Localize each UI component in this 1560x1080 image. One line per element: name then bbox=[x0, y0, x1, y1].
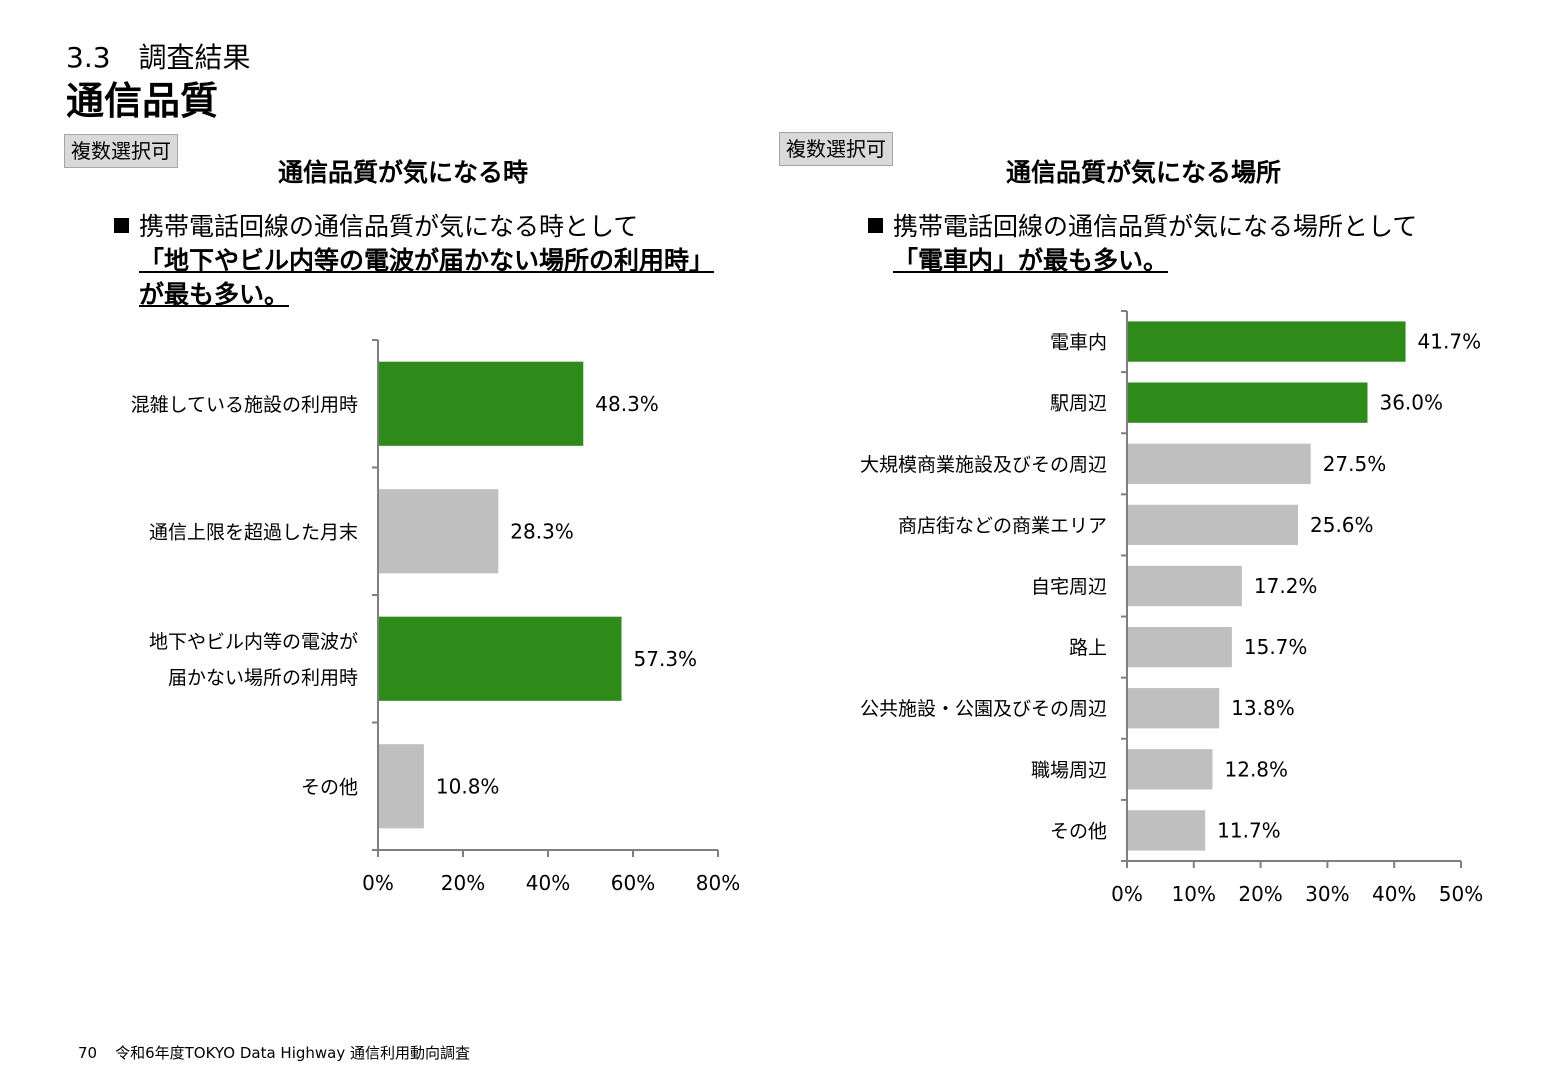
right-chart-data-label: 25.6% bbox=[1310, 513, 1374, 537]
right-chart-bar bbox=[1128, 504, 1299, 546]
left-chart-category-label: 届かない場所の利用時 bbox=[168, 667, 358, 689]
right-chart-bar bbox=[1128, 443, 1311, 484]
left-chart-category-label: 通信上限を超過した月末 bbox=[149, 521, 358, 543]
multiple-choice-badge-left: 複数選択可 bbox=[64, 134, 178, 168]
page-number: 70 bbox=[78, 1044, 98, 1062]
left-chart-bar bbox=[379, 361, 584, 446]
right-chart-category-label: 商店街などの商業エリア bbox=[898, 515, 1107, 537]
right-chart-data-label: 12.8% bbox=[1225, 757, 1289, 781]
right-summary-line1: 携帯電話回線の通信品質が気になる場所として bbox=[893, 212, 1418, 241]
footer-text: 令和6年度TOKYO Data Highway 通信利用動向調査 bbox=[115, 1044, 470, 1062]
right-summary-line2: 「電車内」が最も多い。 bbox=[893, 246, 1169, 275]
left-chart-data-label: 10.8% bbox=[436, 774, 500, 798]
right-chart-category-label: 大規模商業施設及びその周辺 bbox=[860, 454, 1107, 476]
right-chart-category-label: 駅周辺 bbox=[1050, 393, 1107, 415]
right-chart-bar bbox=[1128, 749, 1213, 790]
right-chart-category-label: 電車内 bbox=[1050, 332, 1107, 354]
right-chart-x-tick-label: 0% bbox=[1111, 882, 1143, 906]
right-chart-bar bbox=[1128, 382, 1368, 423]
right-chart-x-tick-label: 20% bbox=[1238, 882, 1282, 906]
right-chart-category-label: 自宅周辺 bbox=[1031, 576, 1107, 598]
right-chart-bar bbox=[1128, 565, 1242, 607]
right-chart-x-tick-label: 10% bbox=[1172, 882, 1216, 906]
footer: 70 令和6年度TOKYO Data Highway 通信利用動向調査 bbox=[78, 1043, 488, 1063]
left-chart-category-label: 混雑している施設の利用時 bbox=[131, 394, 358, 416]
left-chart-bar bbox=[379, 616, 622, 701]
right-chart-x-tick-label: 50% bbox=[1439, 882, 1483, 906]
right-chart-bar bbox=[1128, 321, 1406, 362]
right-chart-bar bbox=[1128, 626, 1232, 668]
right-chart-category-label: 路上 bbox=[1069, 637, 1107, 659]
left-bar-chart: 0% 20% 40% 60% 80% 48.3% 混雑している施設の利用時 28.3% 通信上限… bbox=[131, 339, 740, 895]
right-chart-bar bbox=[1128, 810, 1206, 851]
left-chart-data-label: 28.3% bbox=[510, 519, 574, 543]
right-chart-bar bbox=[1128, 688, 1220, 729]
multiple-choice-badge-right: 複数選択可 bbox=[779, 132, 893, 166]
right-chart-data-label: 36.0% bbox=[1379, 391, 1443, 415]
right-chart-title: 通信品質が気になる場所 bbox=[1006, 158, 1282, 187]
right-chart-category-label: その他 bbox=[1050, 820, 1107, 842]
left-chart-x-tick-label: 0% bbox=[362, 871, 394, 895]
right-chart-data-label: 11.7% bbox=[1217, 818, 1281, 842]
left-summary-line3: が最も多い。 bbox=[139, 280, 290, 309]
bullet-square-icon bbox=[114, 218, 129, 233]
left-chart-category-label: その他 bbox=[301, 776, 358, 798]
right-chart-category-label: 公共施設・公園及びその周辺 bbox=[860, 698, 1107, 720]
left-chart-bar bbox=[379, 744, 424, 829]
section-heading: 3.3 調査結果 bbox=[66, 41, 251, 74]
left-summary-line1: 携帯電話回線の通信品質が気になる時として bbox=[139, 212, 639, 241]
right-chart-x-tick-label: 30% bbox=[1305, 882, 1349, 906]
right-chart-x-tick-label: 40% bbox=[1372, 882, 1416, 906]
left-chart-bar bbox=[379, 489, 499, 574]
right-chart-data-label: 13.8% bbox=[1231, 696, 1295, 720]
right-chart-data-label: 15.7% bbox=[1244, 635, 1308, 659]
left-chart-x-tick-label: 20% bbox=[441, 871, 485, 895]
left-chart-x-tick-label: 60% bbox=[611, 871, 655, 895]
right-chart-data-label: 27.5% bbox=[1323, 452, 1387, 476]
left-chart-data-label: 48.3% bbox=[595, 392, 659, 416]
left-summary: 携帯電話回線の通信品質が気になる時として 「地下やビル内等の電波が届かない場所の… bbox=[114, 210, 714, 312]
left-chart-x-tick-label: 80% bbox=[696, 871, 740, 895]
left-summary-line2: 「地下やビル内等の電波が届かない場所の利用時」 bbox=[139, 246, 715, 275]
right-chart-data-label: 41.7% bbox=[1418, 330, 1482, 354]
page-title: 通信品質 bbox=[66, 79, 219, 123]
left-chart-category-label: 地下やビル内等の電波が bbox=[149, 631, 358, 653]
right-chart-category-label: 職場周辺 bbox=[1031, 759, 1107, 781]
bullet-square-icon bbox=[868, 218, 883, 233]
right-chart-data-label: 17.2% bbox=[1254, 574, 1318, 598]
left-chart-data-label: 57.3% bbox=[634, 647, 698, 671]
left-chart-title: 通信品質が気になる時 bbox=[278, 158, 529, 187]
right-summary: 携帯電話回線の通信品質が気になる場所として 「電車内」が最も多い。 bbox=[868, 210, 1417, 278]
left-chart-x-tick-label: 40% bbox=[526, 871, 570, 895]
right-bar-chart: 0% 10% 20% 30% 40% 50% 41.7% 電車内 36.0% 駅周辺 27.5% 大規… bbox=[860, 310, 1483, 906]
